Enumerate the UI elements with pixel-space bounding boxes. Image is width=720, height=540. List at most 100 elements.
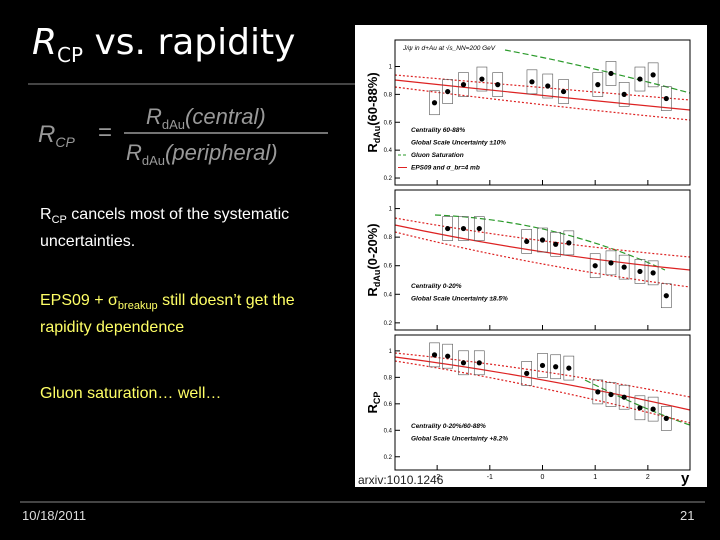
data-point [663, 415, 669, 421]
data-point [545, 83, 551, 89]
y-tick-label: 0.8 [384, 235, 393, 241]
y-label-main: R [365, 143, 380, 153]
data-point [539, 237, 546, 243]
data-point [445, 353, 451, 359]
formula-den: RdAu(peripheral) [126, 140, 278, 168]
y-axis-label: RdAu(60-88%) [365, 72, 382, 152]
x-tick-label: 0 [541, 474, 545, 481]
data-point [663, 95, 669, 102]
legend-label: Gluon Saturation [411, 152, 464, 159]
syst-box [442, 79, 453, 104]
y-tick-label: 0.2 [384, 455, 393, 461]
data-point [566, 240, 572, 246]
y-tick-label: 0.6 [384, 264, 393, 270]
data-point [431, 352, 438, 358]
data-point [595, 82, 601, 88]
data-point [621, 394, 627, 400]
legend-label: Centrality 0-20% [411, 283, 462, 290]
syst-box [458, 350, 469, 376]
data-point [637, 405, 643, 411]
title-r: R [32, 22, 58, 63]
y-axis-label: RdAu(0-20%) [365, 223, 382, 296]
data-point [460, 225, 467, 232]
data-point [650, 72, 656, 78]
figure: 0.2 0.4 0.6 0.8 1 RdAu(60-88%) J/ψ in d+Au at … [355, 25, 707, 487]
data-point [445, 225, 451, 232]
panel-header: J/ψ in d+Au at √s_NN=200 GeV [402, 44, 496, 52]
y-tick-label: 0.8 [384, 92, 393, 98]
formula-eq: = [98, 119, 112, 146]
syst-box [550, 231, 561, 257]
data-point [479, 76, 485, 82]
y-label-sub: dAu [372, 270, 382, 288]
data-point [460, 360, 467, 366]
syst-box [537, 353, 548, 378]
syst-box [634, 395, 646, 421]
source-label: arxiv:1010.1246 [358, 473, 444, 487]
legend-label: Centrality 60-88% [411, 127, 465, 134]
data-point [608, 260, 614, 266]
syst-box [563, 230, 575, 256]
syst-box [660, 86, 672, 111]
x-tick-label: -2 [434, 474, 440, 481]
formula: RCP = RdAu(central) RdAu(peripheral) [38, 104, 328, 168]
syst-box [563, 355, 575, 381]
data-point [553, 241, 559, 247]
syst-box [476, 66, 488, 92]
x-tick-label: 2 [646, 474, 650, 481]
syst-box [558, 79, 569, 104]
y-tick-label: 0.6 [384, 402, 393, 408]
data-point [621, 91, 627, 97]
y-label-main: R [365, 287, 380, 297]
syst-box [592, 379, 604, 405]
data-point [592, 263, 598, 269]
y-label-sub: dAu [372, 126, 382, 144]
legend-label: Global Scale Uncertainty +8.2% [411, 436, 508, 443]
syst-box [618, 254, 630, 280]
data-point [566, 365, 572, 371]
y-tick-label: 0.4 [384, 428, 393, 434]
syst-box [634, 66, 646, 92]
syst-box [458, 72, 469, 97]
syst-box [492, 72, 504, 97]
title-sub: CP [57, 43, 84, 68]
syst-box [660, 283, 672, 309]
x-axis-label: y [681, 470, 690, 487]
legend-label: Global Scale Uncertainty ±10% [411, 140, 506, 147]
y-axis-label: RCP [365, 392, 382, 414]
data-point [495, 82, 501, 88]
page-number: 21 [680, 508, 695, 523]
data-point [445, 88, 451, 95]
syst-box [647, 62, 659, 88]
x-tick-label: -1 [487, 474, 493, 481]
data-point [650, 270, 656, 276]
legend-label: Centrality 0-20%/60-88% [411, 423, 486, 430]
syst-box [589, 253, 601, 279]
y-label-rest: (0-20%) [365, 223, 380, 269]
syst-box [605, 250, 617, 276]
y-label-sub: CP [372, 392, 382, 405]
y-tick-label: 1 [389, 207, 393, 213]
data-point [637, 76, 643, 82]
y-tick-label: 0.6 [384, 120, 393, 126]
syst-box [647, 396, 659, 422]
legend-label: Global Scale Uncertainty ±8.5% [411, 296, 508, 303]
data-point [524, 370, 530, 376]
footer-date: 10/18/2011 [22, 508, 87, 523]
syst-box [660, 406, 672, 431]
y-label-main: R [365, 403, 380, 413]
syst-box [429, 342, 440, 368]
data-point [431, 100, 438, 106]
syst-box [605, 382, 617, 407]
syst-box [458, 216, 469, 241]
data-point [560, 88, 567, 95]
syst-box [592, 72, 604, 97]
y-tick-label: 1 [389, 349, 393, 355]
formula-lhs: RCP [38, 121, 75, 150]
formula-num: RdAu(central) [146, 104, 266, 132]
data-point [650, 406, 656, 412]
syst-box [542, 73, 554, 99]
bullet: RCP cancels most of the systematic uncer… [40, 206, 290, 251]
y-tick-label: 0.4 [384, 148, 393, 154]
